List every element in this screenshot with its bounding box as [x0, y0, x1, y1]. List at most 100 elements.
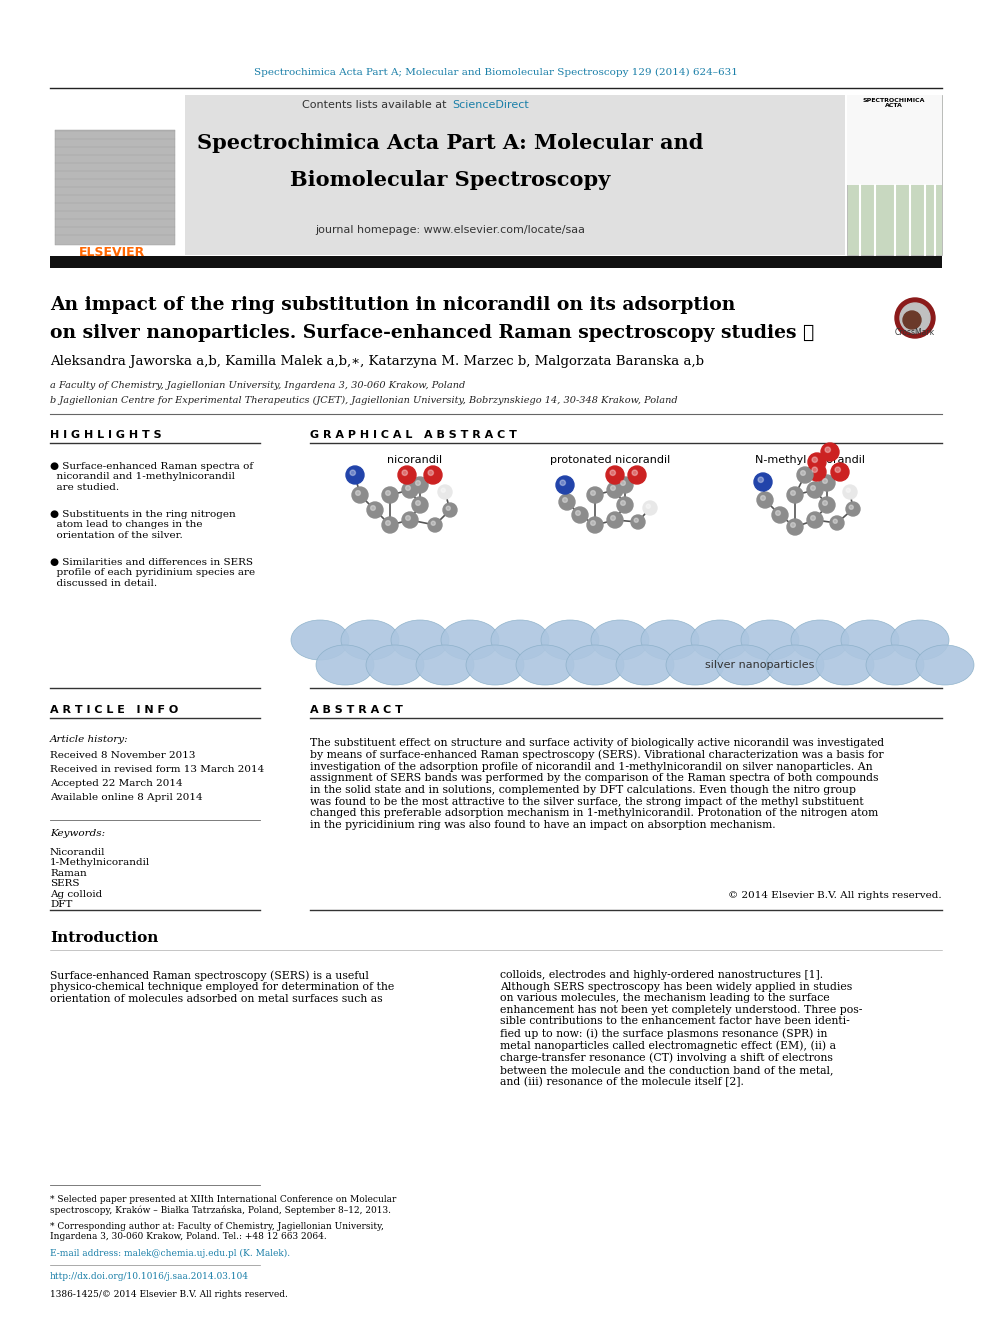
Text: A B S T R A C T: A B S T R A C T	[310, 705, 403, 714]
Circle shape	[587, 487, 603, 503]
Circle shape	[903, 311, 921, 329]
Ellipse shape	[416, 646, 474, 685]
Text: Surface-enhanced Raman spectroscopy (SERS) is a useful
physico-chemical techniqu: Surface-enhanced Raman spectroscopy (SER…	[50, 970, 394, 1004]
Text: ● Similarities and differences in SERS
  profile of each pyridinium species are
: ● Similarities and differences in SERS p…	[50, 558, 255, 587]
Ellipse shape	[441, 620, 499, 660]
Ellipse shape	[516, 646, 574, 685]
Circle shape	[812, 456, 817, 463]
Text: An impact of the ring substitution in nicorandil on its adsorption: An impact of the ring substitution in ni…	[50, 296, 735, 314]
Circle shape	[791, 523, 796, 528]
Text: Keywords:: Keywords:	[50, 828, 105, 837]
Circle shape	[835, 467, 840, 472]
Text: Spectrochimica Acta Part A; Molecular and Biomolecular Spectroscopy 129 (2014) 6: Spectrochimica Acta Part A; Molecular an…	[254, 67, 738, 77]
Circle shape	[776, 511, 781, 516]
Circle shape	[843, 486, 857, 499]
Circle shape	[849, 505, 853, 509]
Circle shape	[830, 516, 844, 531]
Text: Aleksandra Jaworska a,b, Kamilla Malek a,b,∗, Katarzyna M. Marzec b, Malgorzata : Aleksandra Jaworska a,b, Kamilla Malek a…	[50, 356, 704, 369]
Circle shape	[402, 470, 408, 475]
Bar	[185, 95, 845, 255]
Ellipse shape	[916, 646, 974, 685]
Bar	[847, 95, 942, 185]
Circle shape	[646, 504, 651, 508]
Circle shape	[822, 500, 827, 505]
Ellipse shape	[541, 620, 599, 660]
Bar	[55, 130, 175, 245]
Text: E-mail address: malek@chemia.uj.edu.pl (K. Malek).: E-mail address: malek@chemia.uj.edu.pl (…	[50, 1249, 290, 1258]
Ellipse shape	[491, 620, 549, 660]
Circle shape	[822, 479, 827, 483]
Ellipse shape	[616, 646, 674, 685]
Text: http://dx.doi.org/10.1016/j.saa.2014.03.104: http://dx.doi.org/10.1016/j.saa.2014.03.…	[50, 1271, 249, 1281]
Text: Contents lists available at: Contents lists available at	[302, 101, 450, 110]
Circle shape	[346, 466, 364, 484]
Circle shape	[810, 486, 815, 491]
Circle shape	[367, 501, 383, 519]
Circle shape	[833, 519, 837, 524]
Text: SPECTROCHIMICA
ACTA: SPECTROCHIMICA ACTA	[863, 98, 926, 108]
Circle shape	[643, 501, 657, 515]
Circle shape	[900, 303, 930, 333]
Text: * Corresponding author at: Faculty of Chemistry, Jagiellonian University,
Ingard: * Corresponding author at: Faculty of Ch…	[50, 1222, 384, 1241]
Text: Article history:: Article history:	[50, 736, 129, 745]
Circle shape	[402, 482, 418, 497]
Text: on silver nanoparticles. Surface-enhanced Raman spectroscopy studies ☆: on silver nanoparticles. Surface-enhance…	[50, 324, 814, 343]
Circle shape	[416, 480, 421, 486]
Circle shape	[398, 466, 416, 484]
Ellipse shape	[866, 646, 924, 685]
Circle shape	[587, 517, 603, 533]
Circle shape	[350, 470, 355, 475]
Text: nicorandil: nicorandil	[388, 455, 442, 464]
Circle shape	[801, 471, 806, 475]
Circle shape	[791, 491, 796, 495]
Bar	[847, 95, 942, 255]
Text: ● Substituents in the ring nitrogen
  atom lead to changes in the
  orientation : ● Substituents in the ring nitrogen atom…	[50, 509, 236, 540]
Circle shape	[607, 482, 623, 497]
Text: CrossMark: CrossMark	[895, 328, 935, 337]
Circle shape	[441, 488, 445, 492]
Circle shape	[812, 467, 817, 472]
Circle shape	[575, 511, 580, 516]
Ellipse shape	[691, 620, 749, 660]
Circle shape	[424, 466, 442, 484]
Circle shape	[846, 501, 860, 516]
Text: H I G H L I G H T S: H I G H L I G H T S	[50, 430, 162, 441]
Text: Spectrochimica Acta Part A: Molecular and: Spectrochimica Acta Part A: Molecular an…	[196, 134, 703, 153]
Ellipse shape	[391, 620, 449, 660]
Circle shape	[772, 507, 788, 523]
Circle shape	[355, 491, 360, 495]
Circle shape	[432, 521, 435, 525]
Circle shape	[821, 443, 839, 460]
Text: journal homepage: www.elsevier.com/locate/saa: journal homepage: www.elsevier.com/locat…	[315, 225, 585, 235]
Circle shape	[807, 512, 823, 528]
Circle shape	[606, 466, 624, 484]
Text: Biomolecular Spectroscopy: Biomolecular Spectroscopy	[290, 169, 610, 191]
Circle shape	[446, 507, 450, 511]
Text: Nicorandil
1-Methylnicorandil
Raman
SERS
Ag colloid
DFT: Nicorandil 1-Methylnicorandil Raman SERS…	[50, 848, 150, 909]
Circle shape	[846, 488, 850, 492]
Circle shape	[382, 517, 398, 533]
Circle shape	[611, 516, 615, 520]
Circle shape	[607, 512, 623, 528]
Circle shape	[590, 491, 595, 495]
Text: © 2014 Elsevier B.V. All rights reserved.: © 2014 Elsevier B.V. All rights reserved…	[728, 890, 942, 900]
Circle shape	[819, 497, 835, 513]
Ellipse shape	[766, 646, 824, 685]
Circle shape	[617, 478, 633, 493]
Circle shape	[634, 519, 638, 523]
Circle shape	[416, 500, 421, 505]
Circle shape	[797, 467, 813, 483]
Circle shape	[352, 487, 368, 503]
Text: Available online 8 April 2014: Available online 8 April 2014	[50, 792, 202, 802]
Circle shape	[621, 480, 625, 486]
Text: protonated nicorandil: protonated nicorandil	[550, 455, 671, 464]
Circle shape	[590, 520, 595, 525]
Circle shape	[631, 515, 645, 529]
Text: Introduction: Introduction	[50, 931, 159, 945]
Circle shape	[761, 496, 766, 500]
Circle shape	[429, 470, 434, 475]
Text: ScienceDirect: ScienceDirect	[452, 101, 529, 110]
Text: G R A P H I C A L   A B S T R A C T: G R A P H I C A L A B S T R A C T	[310, 430, 517, 441]
Text: N-methyl nicorandil: N-methyl nicorandil	[755, 455, 865, 464]
Circle shape	[611, 486, 615, 491]
